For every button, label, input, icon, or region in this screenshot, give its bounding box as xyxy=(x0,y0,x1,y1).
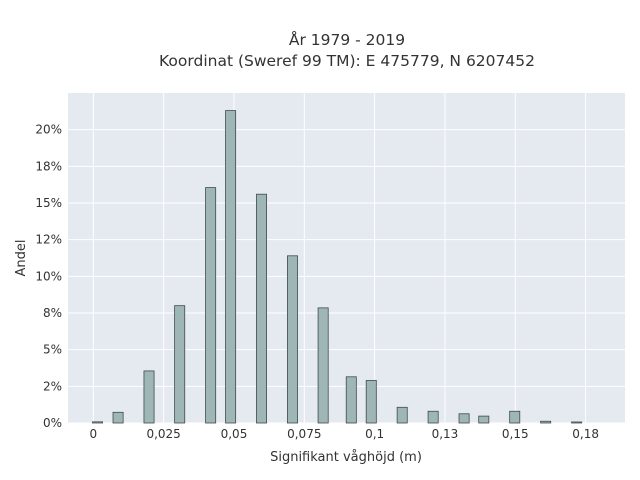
y-tick-label: 0% xyxy=(43,416,62,430)
histogram-bar xyxy=(345,376,357,424)
histogram-bar xyxy=(205,187,217,424)
x-tick-label: 0 xyxy=(89,427,97,441)
histogram-bar xyxy=(509,410,521,424)
plot-area xyxy=(68,93,625,423)
x-tick-label: 0,025 xyxy=(146,427,180,441)
histogram-bar xyxy=(458,413,470,424)
histogram-bar xyxy=(571,421,583,424)
histogram-bar xyxy=(365,380,377,424)
y-axis-label: Andel xyxy=(14,240,29,277)
histogram-bar xyxy=(317,307,329,424)
y-tick-label: 2% xyxy=(43,379,62,393)
histogram-bar xyxy=(174,305,186,424)
x-axis-label: Signifikant våghöjd (m) xyxy=(270,450,422,465)
histogram-bar xyxy=(256,193,268,424)
chart-title: År 1979 - 2019 xyxy=(289,30,405,49)
x-tick-label: 0,075 xyxy=(287,427,321,441)
x-tick-label: 0,18 xyxy=(572,427,599,441)
histogram-bar xyxy=(540,420,552,424)
x-tick-label: 0,15 xyxy=(502,427,529,441)
x-tick-label: 0,1 xyxy=(365,427,384,441)
y-tick-label: 10% xyxy=(35,269,62,283)
chart-subtitle: Koordinat (Sweref 99 TM): E 475779, N 62… xyxy=(159,52,535,70)
histogram-bar xyxy=(478,415,490,424)
x-tick-label: 0,05 xyxy=(221,427,248,441)
y-axis-ticks: 0% 2% 5% 8% 10% 12% 15% 18% 20% xyxy=(35,123,62,430)
y-tick-label: 18% xyxy=(35,159,62,173)
histogram-bar xyxy=(225,110,237,424)
histogram-bar xyxy=(396,406,408,424)
histogram-bar xyxy=(92,421,104,424)
y-tick-label: 15% xyxy=(35,196,62,210)
x-tick-label: 0,13 xyxy=(432,427,459,441)
y-tick-label: 12% xyxy=(35,233,62,247)
y-tick-label: 20% xyxy=(35,123,62,137)
histogram-bar xyxy=(427,410,439,424)
histogram-bar xyxy=(287,255,298,424)
histogram-bar xyxy=(143,370,155,424)
histogram-bar xyxy=(112,411,124,424)
y-tick-label: 8% xyxy=(43,306,62,320)
x-axis-ticks: 0 0,025 0,05 0,075 0,1 0,13 0,15 0,18 xyxy=(89,427,598,441)
y-tick-label: 5% xyxy=(43,343,62,357)
bars xyxy=(92,110,583,424)
